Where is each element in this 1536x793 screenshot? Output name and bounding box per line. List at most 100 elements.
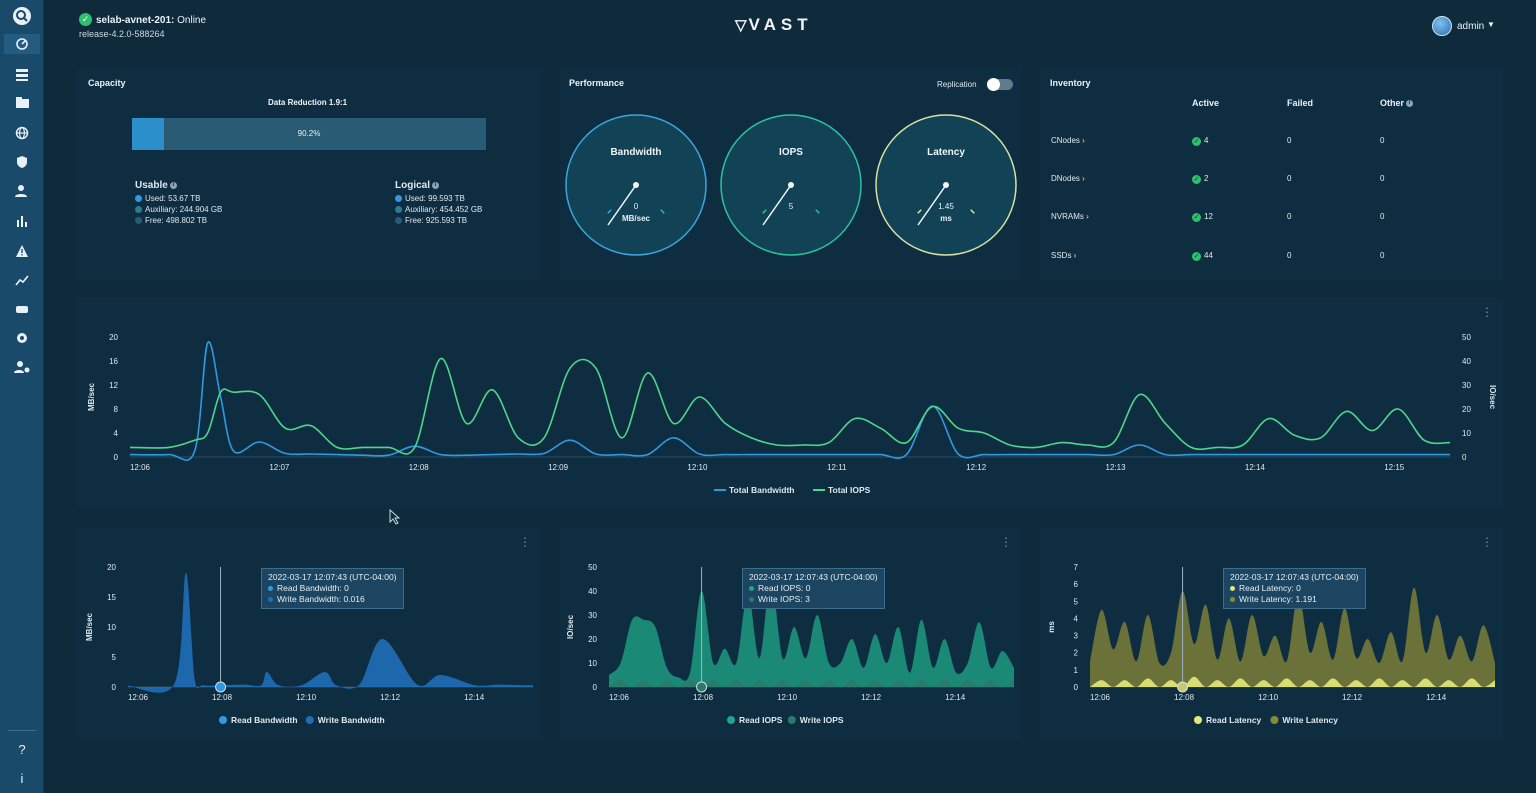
latency-chart-panel: ⋮ 0 1 2 3 4 5 6 7 ms 12:06 12:08 12:10 12:12 12:14 Rea… (1040, 527, 1503, 739)
usable-heading: Usable (135, 180, 168, 191)
dnodes-other: 0 (1380, 174, 1385, 183)
y-tick-label: 3 (1074, 632, 1079, 641)
latency-chart: 0 1 2 3 4 5 6 7 ms 12:06 12:08 12:10 12:12 12:14 Read … (1047, 563, 1495, 725)
x-tick-label: 12:08 (693, 693, 714, 702)
usable-used: Used: 53.67 TB (145, 194, 201, 203)
help-icon[interactable]: ? (18, 742, 26, 757)
admin-settings-icon[interactable] (10, 357, 34, 377)
trends-icon[interactable] (10, 270, 34, 290)
dnodes-active-count: 2 (1204, 174, 1209, 183)
y-tick-label: 20 (107, 563, 116, 572)
globe-icon[interactable] (10, 123, 34, 143)
gauge-value: 1.45 (938, 202, 954, 211)
cluster-status: selab-avnet-201: Online (96, 15, 206, 26)
avatar[interactable] (1432, 16, 1452, 36)
info-icon[interactable]: i (1406, 100, 1414, 108)
tooltip-line: Write Bandwidth: 0.016 (277, 594, 365, 604)
sidebar: ? i (0, 0, 44, 793)
y-tick-label: 40 (588, 587, 597, 596)
legend-swatch (305, 716, 314, 724)
logical-auxiliary: Auxiliary: 454.452 GB (405, 205, 483, 214)
tooltip-line: Read IOPS: 0 (758, 583, 811, 593)
y-tick-label: 5 (112, 653, 117, 662)
storage-icon[interactable] (10, 299, 34, 319)
y-tick-label: 50 (588, 563, 597, 572)
info-icon[interactable]: i (20, 771, 24, 786)
inventory-row-ssds[interactable]: SSDs › (1051, 251, 1077, 260)
y-tick-label: 4 (1074, 614, 1079, 623)
x-tick-label: 12:12 (380, 693, 401, 702)
y-tick-label: 12 (109, 381, 118, 390)
y-axis-label: IO/sec (566, 614, 575, 639)
x-tick-label: 12:11 (827, 463, 847, 472)
tooltip-line: Write IOPS: 3 (758, 594, 810, 604)
latency-tooltip: 2022-03-17 12:07:43 (UTC-04:00) Read Lat… (1223, 568, 1366, 609)
performance-gauges: Bandwidth 0 MB/sec IOPS 5 Latency 1.45 ms (565, 114, 1017, 256)
x-tick-label: 12:06 (130, 463, 151, 472)
legend-label: Write IOPS (800, 715, 844, 725)
logical-heading: Logical (395, 180, 431, 191)
data-reduction-label: Data Reduction 1.9:1 (268, 98, 348, 107)
alert-icon[interactable] (10, 241, 34, 261)
check-icon: ✓ (1192, 252, 1201, 261)
gauge-needle-hub (788, 182, 794, 188)
y2-tick-label: 40 (1462, 357, 1471, 366)
series-line-total-bandwidth (129, 341, 1450, 461)
analytics-icon[interactable] (10, 211, 34, 231)
y-tick-label: 20 (588, 635, 597, 644)
y-tick-label: 8 (114, 405, 119, 414)
free-legend-dot (395, 217, 402, 224)
gauge-label: Latency (927, 147, 965, 158)
check-icon: ✓ (1192, 175, 1201, 184)
legend-label: Total IOPS (828, 485, 871, 495)
legend-swatch (787, 716, 796, 724)
inventory-title: Inventory (1050, 78, 1091, 88)
check-icon: ✓ (1192, 137, 1201, 146)
nvrams-active-count: 12 (1204, 212, 1213, 221)
gauge-unit: ms (940, 214, 952, 223)
x-tick-label: 12:15 (1384, 463, 1405, 472)
x-tick-label: 12:06 (1090, 693, 1111, 702)
folder-icon[interactable] (10, 93, 34, 113)
user-menu[interactable]: admin (1457, 21, 1485, 32)
x-tick-label: 12:14 (464, 693, 485, 702)
shield-icon[interactable] (10, 152, 34, 172)
hardware-icon[interactable] (10, 64, 34, 84)
y2-tick-label: 10 (1462, 429, 1471, 438)
gauge-needle (917, 184, 947, 226)
throughput-chart: 0 4 8 12 16 20 0 10 20 30 40 50 IO/sec MB/sec 12:06 12:… (87, 333, 1497, 495)
x-tick-label: 12:12 (861, 693, 882, 702)
release-version: release-4.2.0-588264 (79, 29, 165, 39)
gauge-tick (762, 209, 767, 214)
users-icon[interactable] (10, 181, 34, 201)
legend-swatch (727, 716, 735, 724)
search-icon[interactable] (13, 7, 31, 25)
ssds-active: ✓ 44 (1192, 251, 1213, 261)
series-area-read-latency (1090, 676, 1495, 688)
info-icon[interactable]: i (432, 181, 440, 189)
iops-tooltip: 2022-03-17 12:07:43 (UTC-04:00) Read IOP… (742, 568, 885, 609)
free-legend-dot (135, 217, 142, 224)
inventory-row-dnodes[interactable]: DNodes › (1051, 174, 1085, 183)
info-icon[interactable]: i (169, 181, 177, 189)
cnodes-active-count: 4 (1204, 136, 1209, 145)
tooltip-line: Write Latency: 1.191 (1239, 594, 1317, 604)
inventory-row-cnodes[interactable]: CNodes › (1051, 136, 1085, 145)
legend-label: Read IOPS (739, 715, 783, 725)
chevron-down-icon[interactable]: ▼ (1487, 20, 1495, 29)
legend-label: Total Bandwidth (729, 485, 794, 495)
performance-panel: Performance Replication Bandwidth 0 MB/sec… (559, 68, 1022, 280)
replication-toggle[interactable] (987, 78, 1013, 91)
y-tick-label: 0 (1074, 683, 1079, 692)
dashboard-icon[interactable] (4, 34, 40, 54)
cluster-state: Online (174, 15, 207, 26)
iops-chart-panel: ⋮ 0 10 20 30 40 50 IO/sec 12:06 12:08 12:10 12:12 1… (559, 527, 1022, 739)
series-line-total-iops (129, 357, 1451, 455)
capacity-bar: 90.2% (132, 118, 486, 150)
usable-auxiliary: Auxiliary: 244.904 GB (145, 205, 223, 214)
dnodes-failed: 0 (1287, 174, 1292, 183)
inventory-row-nvrams[interactable]: NVRAMs › (1051, 212, 1089, 221)
settings-icon[interactable] (10, 328, 34, 348)
y2-tick-label: 50 (1462, 333, 1471, 342)
x-tick-label: 12:07 (269, 463, 290, 472)
